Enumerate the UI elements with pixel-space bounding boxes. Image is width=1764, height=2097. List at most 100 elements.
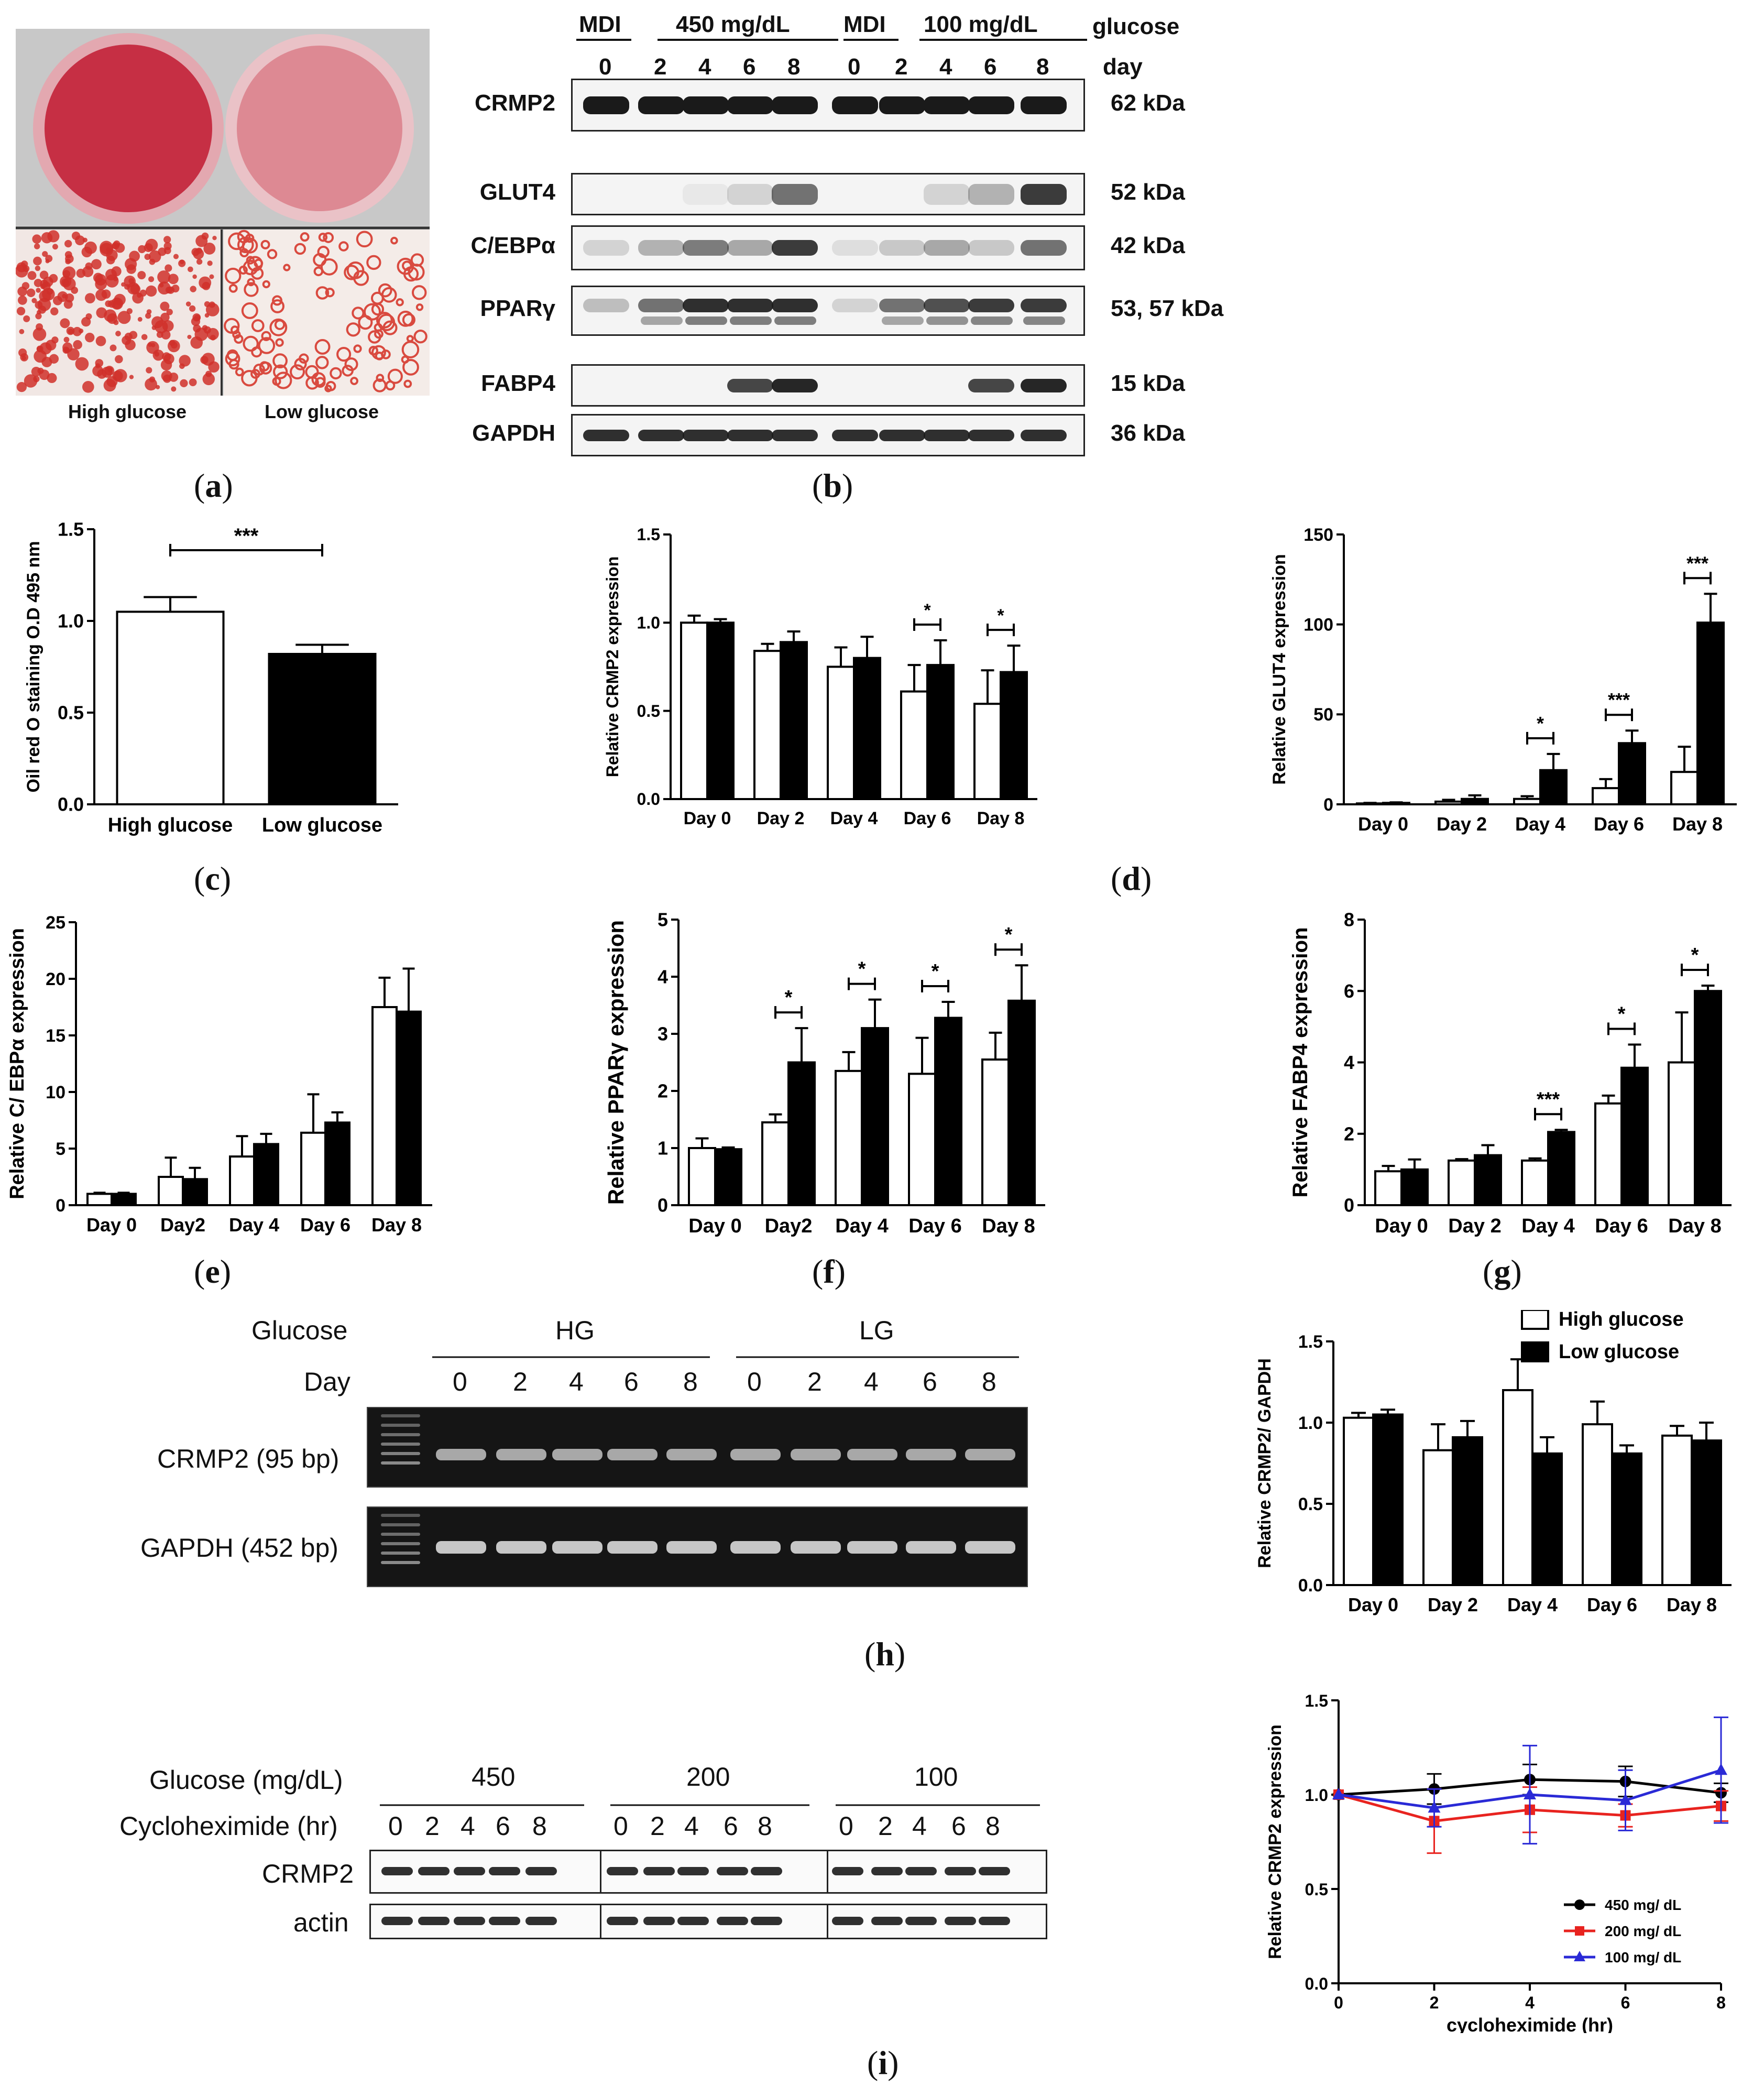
lipid-droplet — [33, 376, 40, 383]
i-time-label: 4 — [684, 1811, 699, 1841]
lipid-droplet — [193, 248, 204, 259]
header-mdi-1: MDI — [579, 12, 621, 37]
blot-strip — [571, 173, 1085, 215]
blot-band — [683, 299, 729, 312]
gel-band — [730, 1449, 781, 1460]
lipid-droplet — [75, 357, 89, 371]
blot-band — [968, 183, 1014, 205]
blot-strip — [571, 364, 1085, 407]
x-tick-label: Day 2 — [757, 809, 805, 828]
y-tick-label: 50 — [1313, 705, 1333, 725]
blot-band — [832, 1917, 863, 1925]
bar-high-glucose — [981, 1058, 1010, 1206]
h-row-gapdh: GAPDH (452 bp) — [140, 1533, 338, 1563]
gel-day-label: 8 — [683, 1367, 698, 1396]
bar-high-glucose — [1502, 1389, 1533, 1586]
x-axis-label: cycloheximide (hr) — [1447, 2014, 1613, 2033]
i-time-label: 6 — [724, 1811, 738, 1841]
ladder-band — [381, 1561, 420, 1564]
lipid-droplet — [16, 307, 26, 315]
y-tick-label: 0.5 — [1305, 1880, 1328, 1899]
bar-high-glucose — [1592, 787, 1620, 805]
lipid-droplet — [314, 339, 331, 355]
lipid-droplet — [93, 272, 103, 283]
panel-label-h: (h) — [864, 1635, 906, 1673]
high-glucose-droplets — [15, 230, 220, 393]
lipid-droplet — [129, 375, 134, 379]
h-glucose-label: Glucose — [251, 1316, 348, 1345]
gel-band — [791, 1449, 841, 1460]
legend-label: High glucose — [1559, 1310, 1684, 1330]
blot-day-label: 4 — [698, 54, 711, 80]
blot-band — [924, 183, 970, 205]
lipid-droplet — [338, 241, 349, 252]
lipid-droplet — [294, 357, 307, 370]
gel-band — [496, 1449, 546, 1460]
lipid-droplet — [95, 289, 107, 301]
gel-band — [436, 1449, 486, 1460]
lipid-droplet — [149, 250, 161, 263]
panel-label-c: (c) — [194, 860, 232, 897]
lipid-droplet — [190, 286, 196, 292]
panel-a-image — [15, 29, 430, 396]
lipid-droplet — [32, 327, 47, 341]
lipid-droplet — [253, 364, 265, 376]
lipid-droplet — [225, 267, 242, 285]
lipid-droplet — [195, 235, 208, 247]
x-tick-label: 0 — [1334, 1993, 1343, 2012]
y-tick-label: 3 — [658, 1023, 668, 1045]
x-tick-label: High glucose — [108, 814, 233, 836]
lipid-droplet — [244, 282, 259, 297]
legend-label: 200 mg/ dL — [1605, 1923, 1681, 1939]
actin-strip — [369, 1904, 603, 1939]
y-tick-label: 1.0 — [637, 614, 660, 632]
blot-band — [832, 240, 878, 256]
blot-strip — [571, 414, 1085, 456]
ladder-band — [381, 1433, 420, 1436]
lipid-droplet — [207, 260, 213, 266]
lipid-droplet — [33, 256, 42, 266]
panel-label-g: (g) — [1483, 1253, 1522, 1290]
blot-band — [525, 1867, 557, 1875]
y-tick-label: 1.0 — [1298, 1413, 1323, 1433]
blot-strip — [571, 225, 1085, 270]
lipid-droplet — [160, 312, 170, 322]
panel-a-photo — [15, 29, 430, 396]
lipid-droplet — [63, 336, 70, 343]
blot-band — [905, 1867, 937, 1875]
gel-band — [607, 1449, 658, 1460]
lipid-droplet — [330, 367, 342, 380]
blot-band — [772, 240, 818, 256]
i-time-label: 2 — [425, 1811, 440, 1841]
lipid-droplet — [151, 325, 157, 330]
blot-band — [905, 1917, 937, 1925]
h-day-label: Day — [304, 1367, 350, 1396]
bar-high-glucose — [1422, 1449, 1454, 1586]
lipid-droplet — [26, 288, 36, 298]
lipid-droplet — [396, 298, 404, 307]
lipid-droplet — [151, 316, 163, 329]
bar-low-glucose — [787, 1061, 816, 1206]
y-tick-label: 2 — [658, 1080, 668, 1102]
lipid-droplet — [35, 301, 43, 309]
lipid-droplet — [192, 274, 197, 279]
lipid-droplet — [41, 232, 53, 244]
legend-label: 450 mg/ dL — [1605, 1897, 1681, 1913]
legend-label: 100 mg/ dL — [1605, 1949, 1681, 1965]
bar-high-glucose — [761, 1121, 790, 1207]
lipid-droplet — [413, 330, 428, 344]
bar-high-glucose — [827, 665, 855, 800]
lipid-droplet — [196, 258, 203, 265]
blot-band — [1021, 96, 1067, 114]
blot-band — [683, 96, 729, 114]
blot-band — [525, 1917, 557, 1925]
y-tick-label: 4 — [1344, 1052, 1354, 1073]
lipid-droplet — [114, 369, 127, 383]
blot-row-label: PPARγ — [480, 296, 555, 321]
lipid-droplet — [168, 274, 179, 285]
lipid-droplet — [37, 367, 44, 374]
lipid-droplet — [325, 288, 335, 298]
y-axis-label: Relative GLUT4 expression — [1269, 554, 1289, 784]
lipid-droplet — [112, 243, 117, 249]
lipid-droplet — [36, 310, 41, 315]
